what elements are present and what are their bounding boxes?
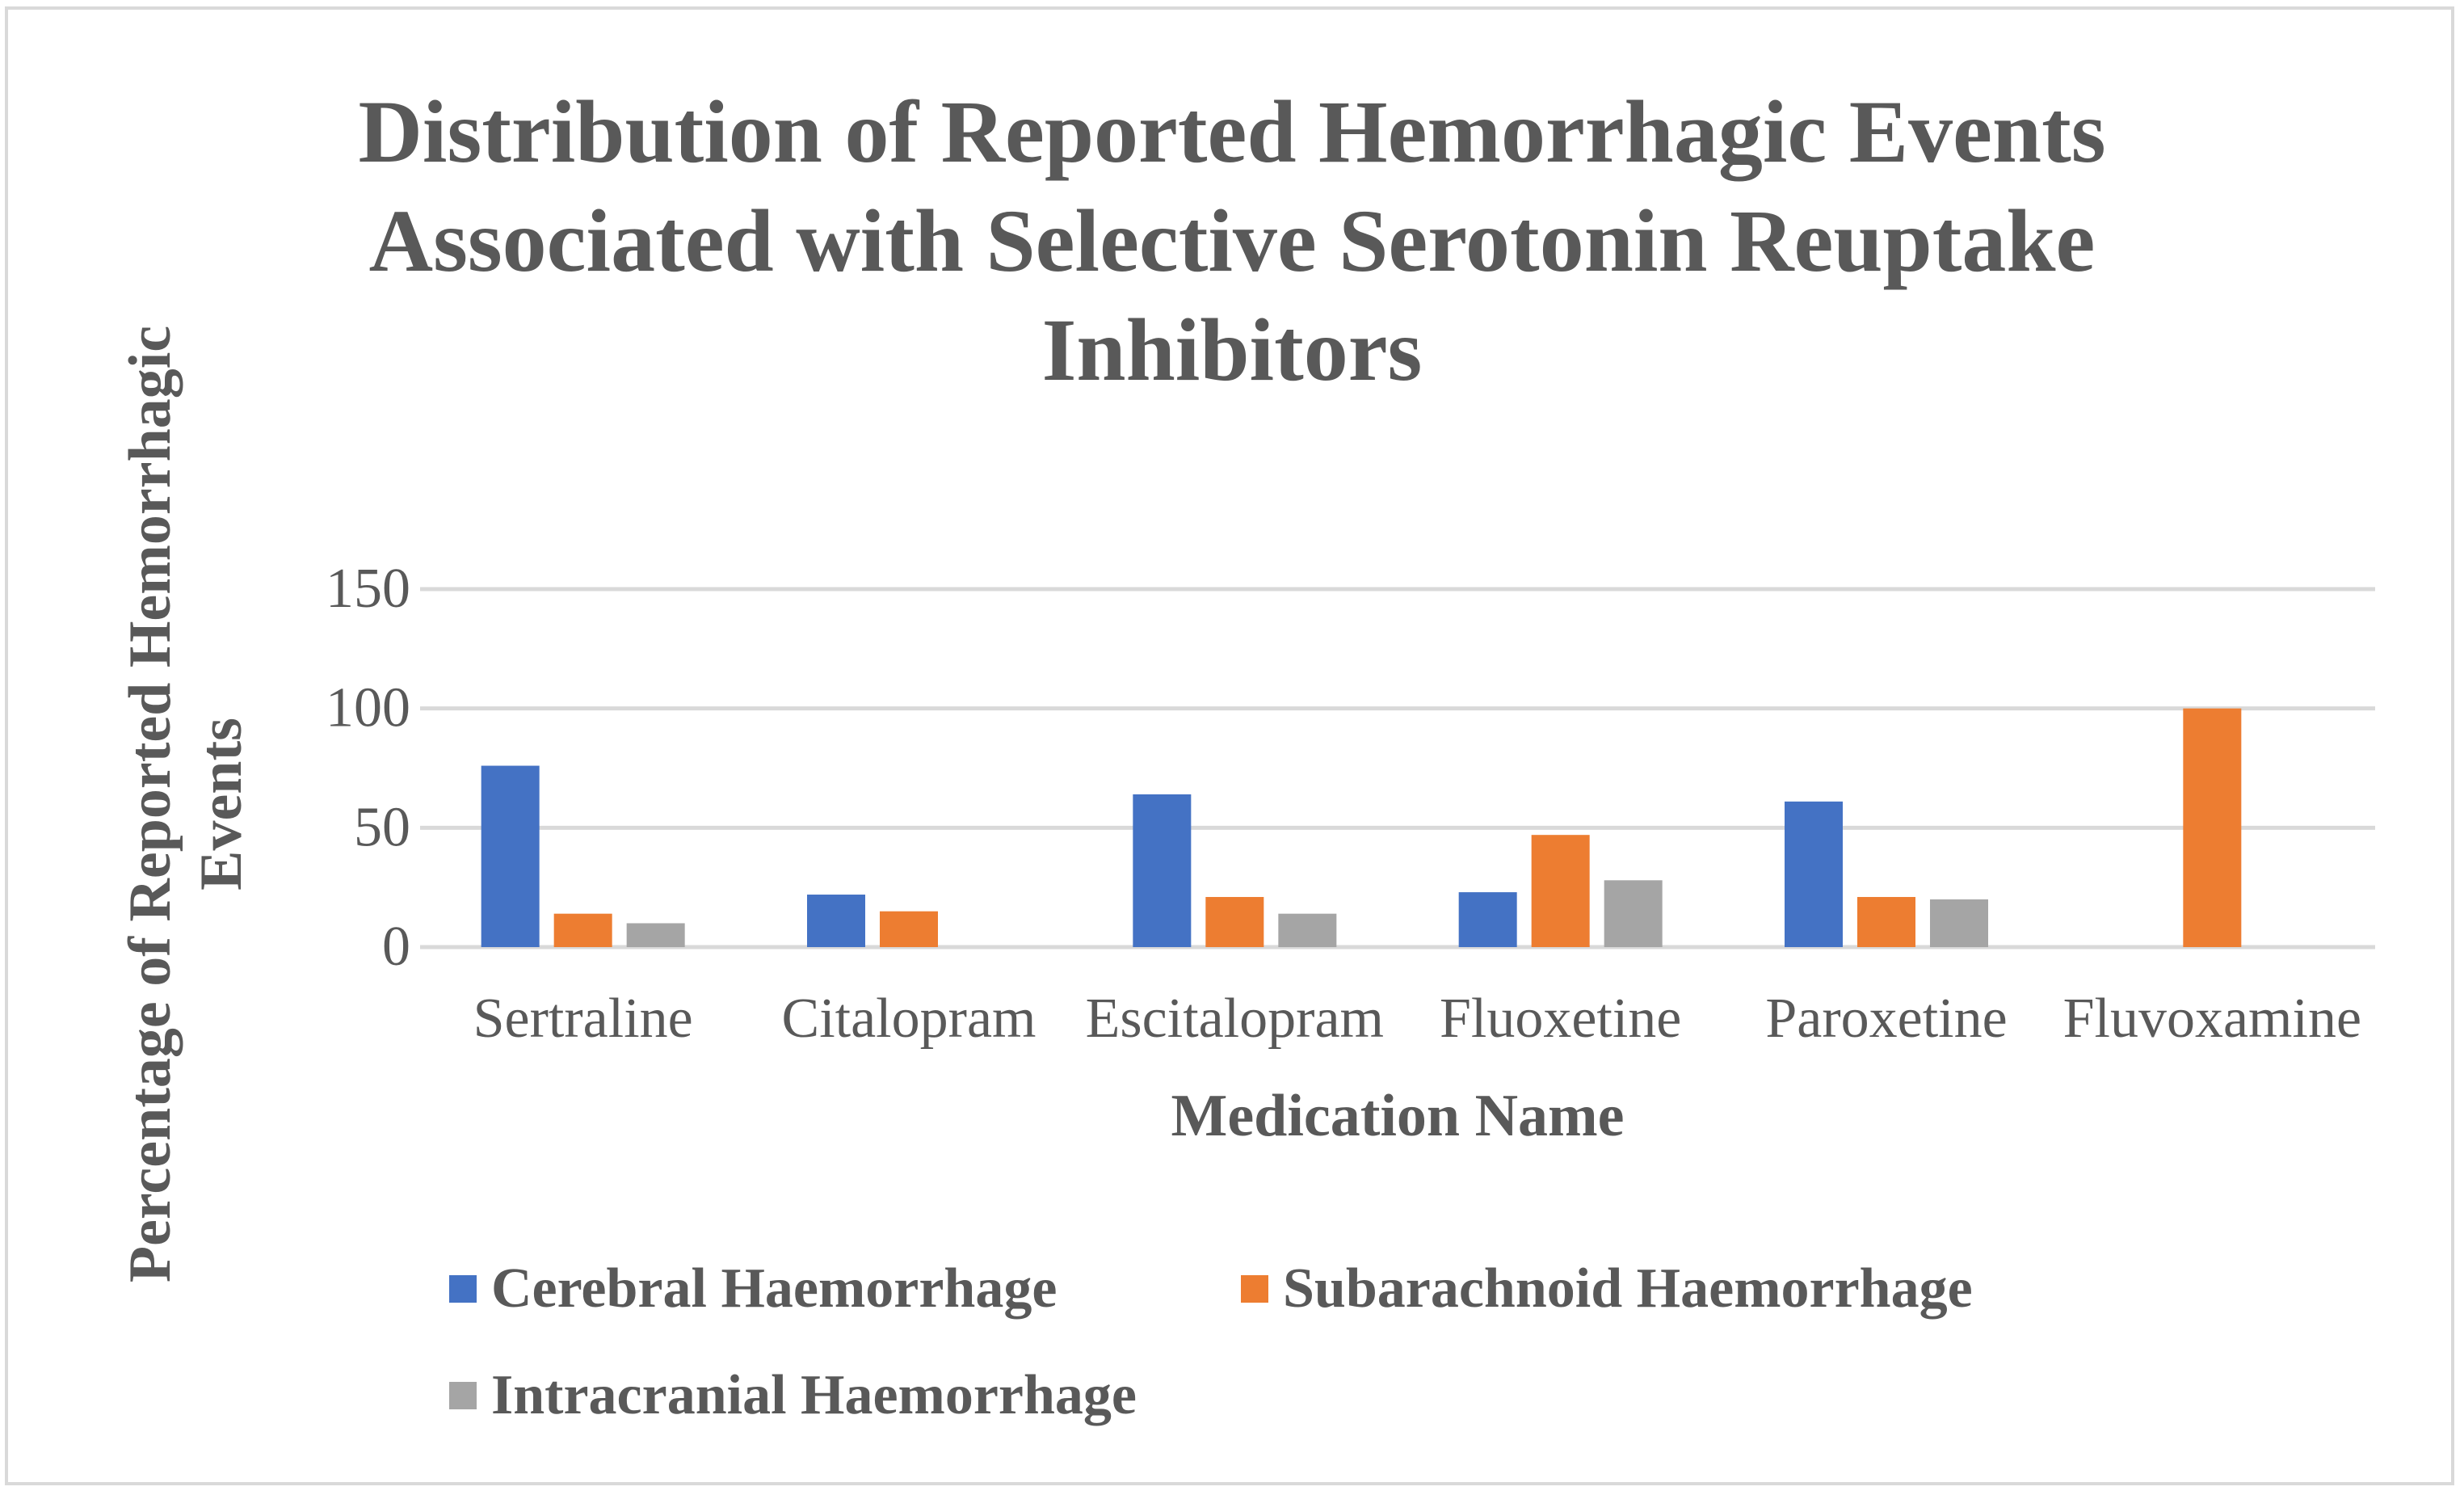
chart-title-line-2: Associated with Selective Serotonin Reup…	[368, 192, 2096, 290]
legend-item: Intracranial Haemorrhage	[449, 1359, 1137, 1432]
bar-cerebral-haemorrhage-fluoxetine	[1458, 892, 1517, 947]
bar-cerebral-haemorrhage-paroxetine	[1785, 801, 1843, 947]
bar-cerebral-haemorrhage-citalopram	[807, 895, 865, 947]
y-tick-label: 0	[382, 916, 410, 978]
y-tick-label: 150	[326, 558, 410, 620]
y-tick-label: 50	[354, 796, 410, 858]
legend-label: Cerebral Haemorrhage	[491, 1257, 1058, 1320]
bar-subarachnoid-haemorrhage-fluvoxamine	[2183, 708, 2242, 947]
bar-intracranial-haemorrhage-sertraline	[626, 923, 685, 947]
x-tick-label: Paroxetine	[1765, 988, 2007, 1050]
y-axis-label: Percentage of Reported Hemorrhagic Events	[117, 326, 254, 1282]
legend-swatch	[1241, 1275, 1268, 1303]
bar-subarachnoid-haemorrhage-paroxetine	[1857, 896, 1915, 947]
bar-cerebral-haemorrhage-sertraline	[481, 765, 540, 947]
bar-subarachnoid-haemorrhage-fluoxetine	[1531, 835, 1590, 947]
bar-cerebral-haemorrhage-escitalopram	[1133, 794, 1192, 947]
y-axis-label-line: Percentage of Reported Hemorrhagic	[117, 326, 183, 1282]
bar-intracranial-haemorrhage-fluoxetine	[1604, 880, 1663, 947]
y-tick-label: 100	[326, 677, 410, 739]
x-tick-label: Sertraline	[473, 988, 693, 1050]
legend-item: Cerebral Haemorrhage	[449, 1253, 1057, 1325]
y-axis-label-line: Events	[188, 718, 254, 891]
x-tick-label: Citalopram	[782, 988, 1036, 1050]
bar-subarachnoid-haemorrhage-sertraline	[553, 913, 612, 947]
chart-frame	[5, 6, 2454, 1485]
legend-swatch	[449, 1382, 477, 1409]
chart-title-line-1: Distribution of Reported Hemorrhagic Eve…	[358, 82, 2106, 181]
x-tick-label: Fluvoxamine	[2063, 988, 2361, 1050]
x-tick-label: Fluoxetine	[1440, 988, 1681, 1050]
bar-intracranial-haemorrhage-paroxetine	[1930, 899, 1988, 947]
legend-swatch	[449, 1275, 477, 1303]
legend-label: Intracranial Haemorrhage	[491, 1364, 1137, 1426]
bar-intracranial-haemorrhage-escitalopram	[1278, 913, 1337, 947]
legend-item: Subarachnoid Haemorrhage	[1241, 1253, 1973, 1325]
x-axis-label: Medication Name	[1171, 1083, 1624, 1149]
chart-title: Distribution of Reported Hemorrhagic Eve…	[0, 78, 2464, 405]
chart-title-line-3: Inhibitors	[1041, 301, 1423, 399]
legend-label: Subarachnoid Haemorrhage	[1283, 1257, 1973, 1320]
bar-subarachnoid-haemorrhage-citalopram	[880, 911, 938, 947]
x-tick-label: Escitalopram	[1086, 988, 1384, 1050]
bar-subarachnoid-haemorrhage-escitalopram	[1205, 896, 1264, 947]
